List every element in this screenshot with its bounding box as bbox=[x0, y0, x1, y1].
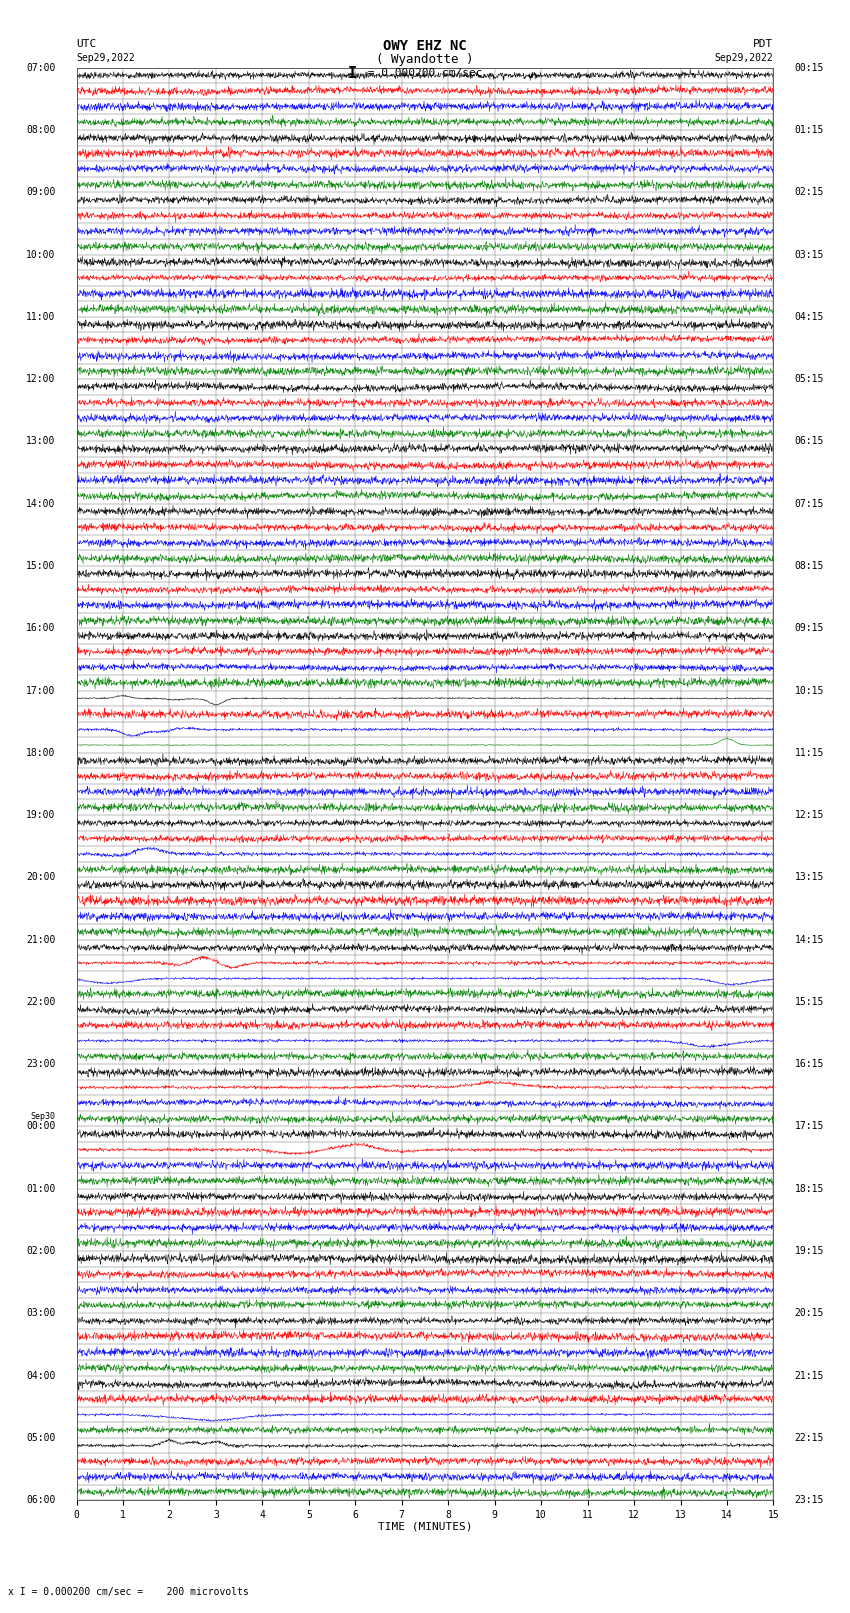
Text: 22:15: 22:15 bbox=[795, 1432, 824, 1442]
Text: 20:00: 20:00 bbox=[26, 873, 55, 882]
Text: 15:15: 15:15 bbox=[795, 997, 824, 1007]
Text: 11:00: 11:00 bbox=[26, 311, 55, 323]
Text: 15:00: 15:00 bbox=[26, 561, 55, 571]
Text: 14:15: 14:15 bbox=[795, 934, 824, 945]
Text: 10:00: 10:00 bbox=[26, 250, 55, 260]
Text: 03:15: 03:15 bbox=[795, 250, 824, 260]
Text: 02:15: 02:15 bbox=[795, 187, 824, 197]
Text: 00:00: 00:00 bbox=[26, 1121, 55, 1131]
Text: 11:15: 11:15 bbox=[795, 748, 824, 758]
Text: 18:15: 18:15 bbox=[795, 1184, 824, 1194]
Text: 12:15: 12:15 bbox=[795, 810, 824, 819]
Text: 19:00: 19:00 bbox=[26, 810, 55, 819]
Text: 04:15: 04:15 bbox=[795, 311, 824, 323]
Text: 16:00: 16:00 bbox=[26, 623, 55, 634]
Text: UTC: UTC bbox=[76, 39, 97, 48]
Text: 07:15: 07:15 bbox=[795, 498, 824, 508]
Text: 01:15: 01:15 bbox=[795, 126, 824, 135]
Text: 04:00: 04:00 bbox=[26, 1371, 55, 1381]
Text: 23:15: 23:15 bbox=[795, 1495, 824, 1505]
Text: 06:00: 06:00 bbox=[26, 1495, 55, 1505]
Text: 16:15: 16:15 bbox=[795, 1060, 824, 1069]
Text: 08:00: 08:00 bbox=[26, 126, 55, 135]
Text: 21:00: 21:00 bbox=[26, 934, 55, 945]
Text: 19:15: 19:15 bbox=[795, 1245, 824, 1257]
Text: 05:15: 05:15 bbox=[795, 374, 824, 384]
Text: 06:15: 06:15 bbox=[795, 437, 824, 447]
Text: 03:00: 03:00 bbox=[26, 1308, 55, 1318]
Text: 14:00: 14:00 bbox=[26, 498, 55, 508]
Text: 01:00: 01:00 bbox=[26, 1184, 55, 1194]
Text: 02:00: 02:00 bbox=[26, 1245, 55, 1257]
X-axis label: TIME (MINUTES): TIME (MINUTES) bbox=[377, 1521, 473, 1531]
Text: 20:15: 20:15 bbox=[795, 1308, 824, 1318]
Text: = 0.000200 cm/sec: = 0.000200 cm/sec bbox=[361, 68, 483, 77]
Text: 17:00: 17:00 bbox=[26, 686, 55, 695]
Text: Sep29,2022: Sep29,2022 bbox=[76, 53, 135, 63]
Text: OWY EHZ NC: OWY EHZ NC bbox=[383, 39, 467, 53]
Text: x I = 0.000200 cm/sec =    200 microvolts: x I = 0.000200 cm/sec = 200 microvolts bbox=[8, 1587, 249, 1597]
Text: 10:15: 10:15 bbox=[795, 686, 824, 695]
Text: I: I bbox=[348, 66, 357, 81]
Text: Sep29,2022: Sep29,2022 bbox=[715, 53, 774, 63]
Text: ( Wyandotte ): ( Wyandotte ) bbox=[377, 53, 473, 66]
Text: 12:00: 12:00 bbox=[26, 374, 55, 384]
Text: 05:00: 05:00 bbox=[26, 1432, 55, 1442]
Text: 17:15: 17:15 bbox=[795, 1121, 824, 1131]
Text: 07:00: 07:00 bbox=[26, 63, 55, 73]
Text: 09:00: 09:00 bbox=[26, 187, 55, 197]
Text: 08:15: 08:15 bbox=[795, 561, 824, 571]
Text: PDT: PDT bbox=[753, 39, 774, 48]
Text: 18:00: 18:00 bbox=[26, 748, 55, 758]
Text: 13:15: 13:15 bbox=[795, 873, 824, 882]
Text: 22:00: 22:00 bbox=[26, 997, 55, 1007]
Text: 13:00: 13:00 bbox=[26, 437, 55, 447]
Text: Sep30: Sep30 bbox=[31, 1111, 55, 1121]
Text: 09:15: 09:15 bbox=[795, 623, 824, 634]
Text: 23:00: 23:00 bbox=[26, 1060, 55, 1069]
Text: 00:15: 00:15 bbox=[795, 63, 824, 73]
Text: 21:15: 21:15 bbox=[795, 1371, 824, 1381]
